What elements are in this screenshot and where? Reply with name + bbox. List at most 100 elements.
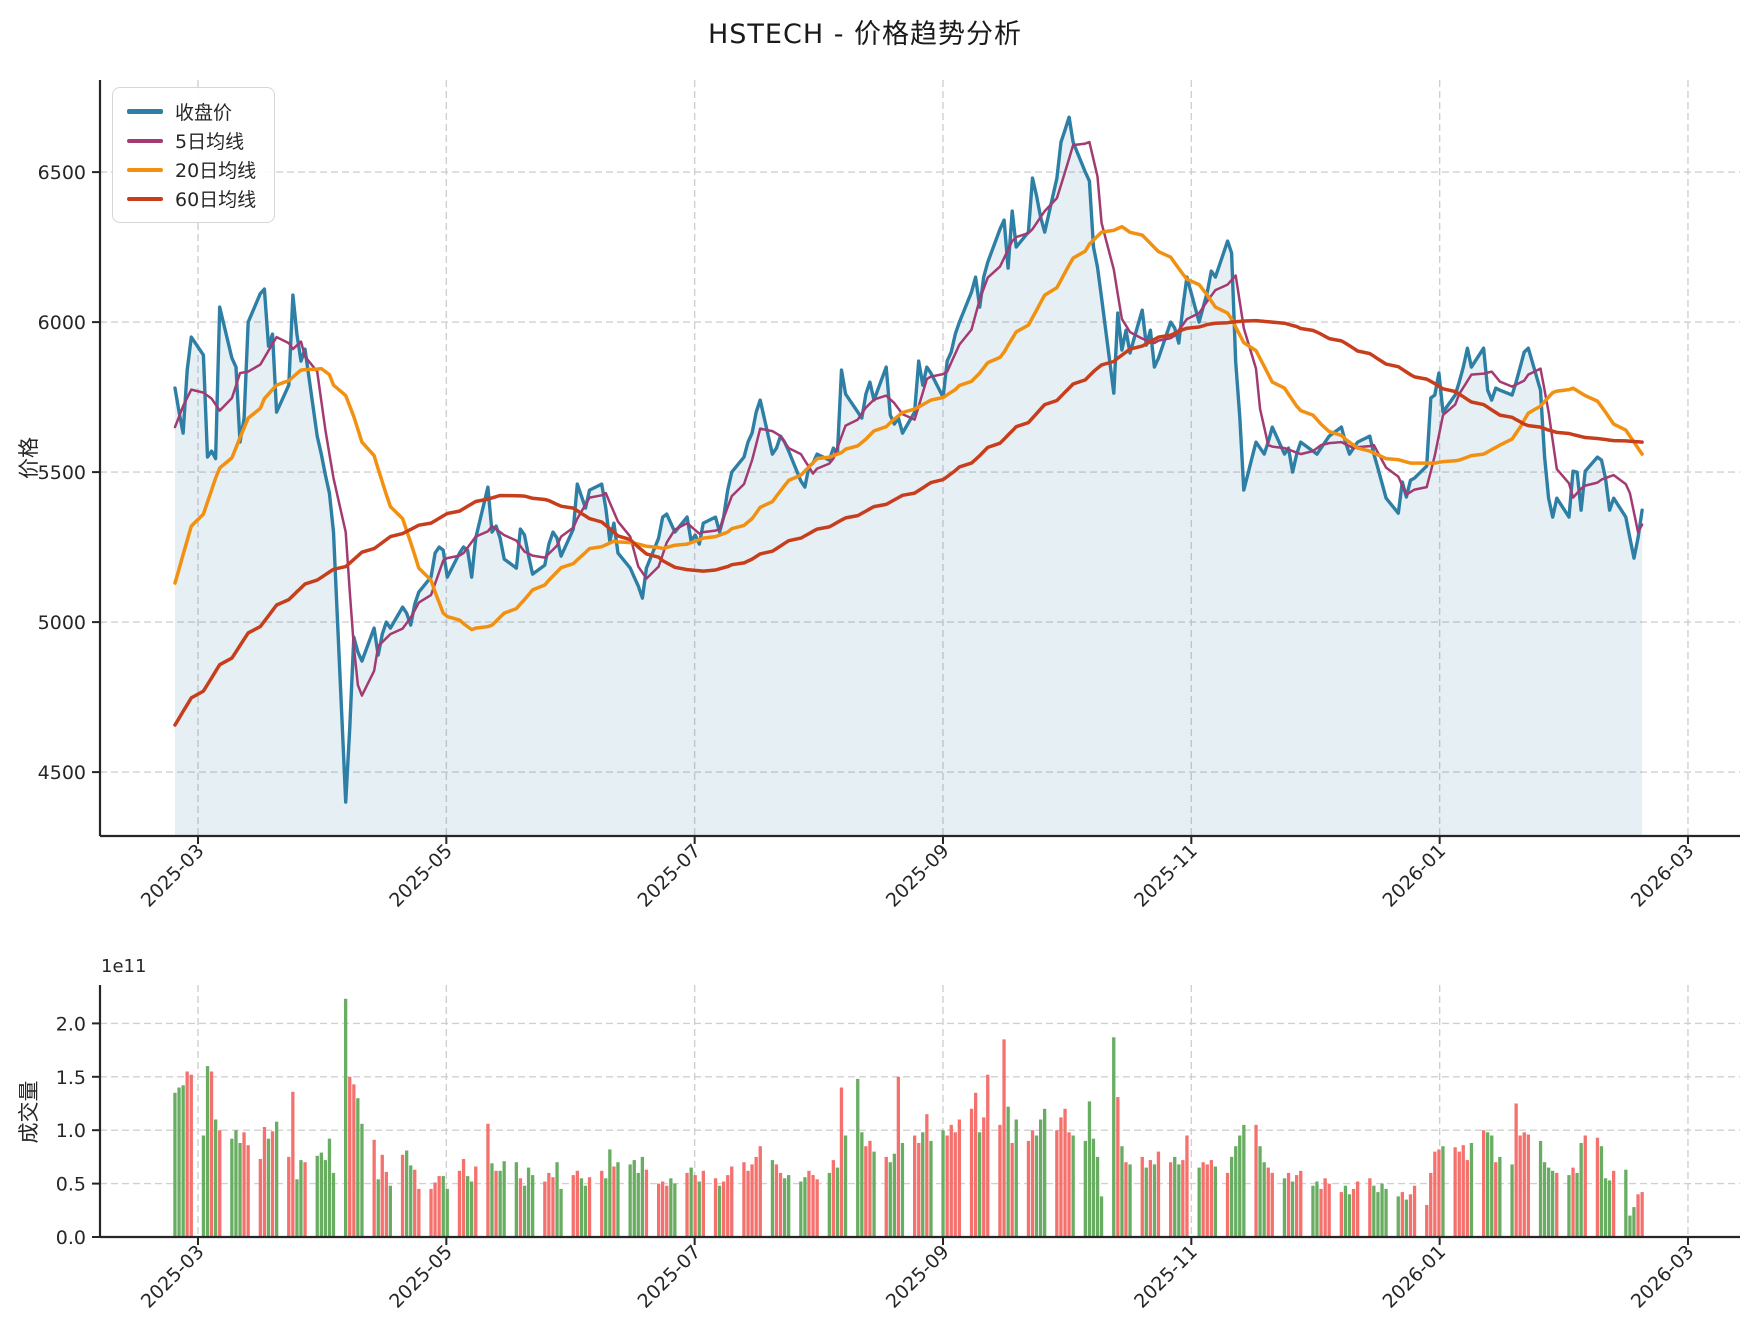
volume-bar xyxy=(1299,1170,1303,1237)
volume-bar xyxy=(1242,1124,1246,1237)
volume-bar xyxy=(1140,1156,1144,1237)
volume-bar xyxy=(303,1162,307,1237)
volume-bar xyxy=(1412,1185,1417,1237)
volume-bar xyxy=(1311,1185,1315,1237)
volume-bar xyxy=(1327,1183,1331,1237)
volume-bar xyxy=(957,1119,961,1237)
volume-bar xyxy=(266,1138,271,1237)
volume-bar xyxy=(372,1139,376,1237)
legend-line-swatch xyxy=(127,167,163,172)
volume-bar xyxy=(604,1178,608,1237)
volume-bar xyxy=(356,1098,360,1237)
volume-bar xyxy=(1063,1108,1067,1237)
volume-bar xyxy=(1067,1132,1071,1237)
volume-bar xyxy=(693,1175,697,1237)
volume-bar xyxy=(1002,1039,1006,1237)
volume-bar xyxy=(770,1160,775,1237)
volume-bar xyxy=(1120,1146,1124,1237)
volume-bar xyxy=(799,1181,803,1237)
volume-bar xyxy=(1494,1162,1498,1237)
volume-bar xyxy=(1551,1170,1555,1237)
volume-bar xyxy=(1266,1167,1270,1237)
volume-ylabel: 成交量 xyxy=(17,1081,41,1144)
volume-bar xyxy=(1026,1140,1031,1237)
volume-bar xyxy=(1087,1101,1092,1237)
volume-bar xyxy=(1006,1106,1010,1237)
volume-bar xyxy=(1628,1215,1632,1237)
volume-bar xyxy=(1457,1151,1461,1237)
legend-line-swatch xyxy=(127,109,163,114)
volume-bar xyxy=(640,1156,644,1237)
volume-bar xyxy=(547,1172,551,1237)
volume-x-tick-label: 2025-07 xyxy=(634,1241,706,1313)
volume-bar xyxy=(1173,1156,1177,1237)
volume-bar xyxy=(665,1185,669,1237)
volume-bar xyxy=(1185,1135,1189,1237)
volume-bar xyxy=(1486,1132,1490,1237)
volume-bar xyxy=(864,1146,868,1237)
volume-bar xyxy=(486,1123,490,1237)
volume-bar xyxy=(230,1138,234,1237)
volume-bar xyxy=(437,1176,441,1237)
volume-bar xyxy=(299,1160,303,1237)
volume-bar xyxy=(388,1185,392,1237)
volume-bar xyxy=(1234,1146,1238,1237)
legend-label: 60日均线 xyxy=(175,189,257,211)
volume-bar xyxy=(713,1178,718,1237)
volume-bar xyxy=(1437,1149,1441,1237)
volume-bar xyxy=(531,1175,535,1237)
price-x-tick-label: 2025-09 xyxy=(882,840,954,912)
volume-bar xyxy=(941,1130,945,1237)
volume-bar xyxy=(1441,1146,1445,1237)
volume-bar xyxy=(291,1091,295,1237)
volume-bar xyxy=(1295,1175,1299,1237)
volume-bar xyxy=(1347,1194,1352,1237)
volume-bar xyxy=(856,1078,860,1237)
volume-bar xyxy=(457,1170,462,1237)
volume-bar xyxy=(380,1154,384,1237)
volume-y-tick-label: 2.0 xyxy=(56,1013,86,1035)
volume-bar xyxy=(953,1132,957,1237)
volume-bar xyxy=(1116,1097,1120,1237)
volume-bar xyxy=(697,1181,701,1237)
ma5-line xyxy=(173,140,1644,697)
volume-bar xyxy=(551,1177,555,1237)
volume-bar xyxy=(1177,1164,1181,1237)
volume-bar xyxy=(441,1176,445,1237)
volume-bar xyxy=(1323,1178,1327,1237)
volume-bar xyxy=(445,1188,449,1237)
price-y-tick-label: 4500 xyxy=(38,762,86,784)
chart-title: HSTECH - 价格趋势分析 xyxy=(707,19,1023,50)
legend-label: 5日均线 xyxy=(175,131,245,153)
volume-bar xyxy=(1425,1205,1429,1237)
volume-bar xyxy=(843,1135,848,1237)
volume-bar xyxy=(1083,1140,1087,1237)
volume-bar xyxy=(1526,1134,1530,1237)
volume-x-tick-label: 2025-03 xyxy=(137,1241,209,1313)
close-area xyxy=(175,117,1643,836)
price-y-tick-label: 5000 xyxy=(38,612,86,634)
volume-bar xyxy=(1351,1188,1356,1237)
volume-bar xyxy=(888,1162,892,1237)
volume-bar xyxy=(1055,1130,1059,1237)
legend-item-1: 5日均线 xyxy=(127,126,256,155)
volume-bar xyxy=(1197,1167,1201,1237)
volume-bar xyxy=(575,1170,579,1237)
volume-bar xyxy=(494,1170,498,1237)
volume-bar xyxy=(1380,1183,1384,1237)
volume-bar xyxy=(1169,1162,1173,1237)
volume-bar xyxy=(209,1071,214,1237)
volume-bar xyxy=(262,1127,267,1237)
volume-bar xyxy=(600,1170,604,1237)
close-line xyxy=(173,115,1644,804)
volume-bar xyxy=(612,1166,616,1237)
volume-bar xyxy=(1270,1172,1274,1237)
volume-bar xyxy=(173,1092,177,1237)
volume-bar xyxy=(1522,1132,1526,1237)
volume-bar xyxy=(1043,1108,1047,1237)
price-x-tick-label: 2025-05 xyxy=(385,840,457,912)
volume-bar xyxy=(1599,1146,1604,1237)
volume-bar xyxy=(831,1160,835,1237)
volume-bar xyxy=(429,1188,433,1237)
